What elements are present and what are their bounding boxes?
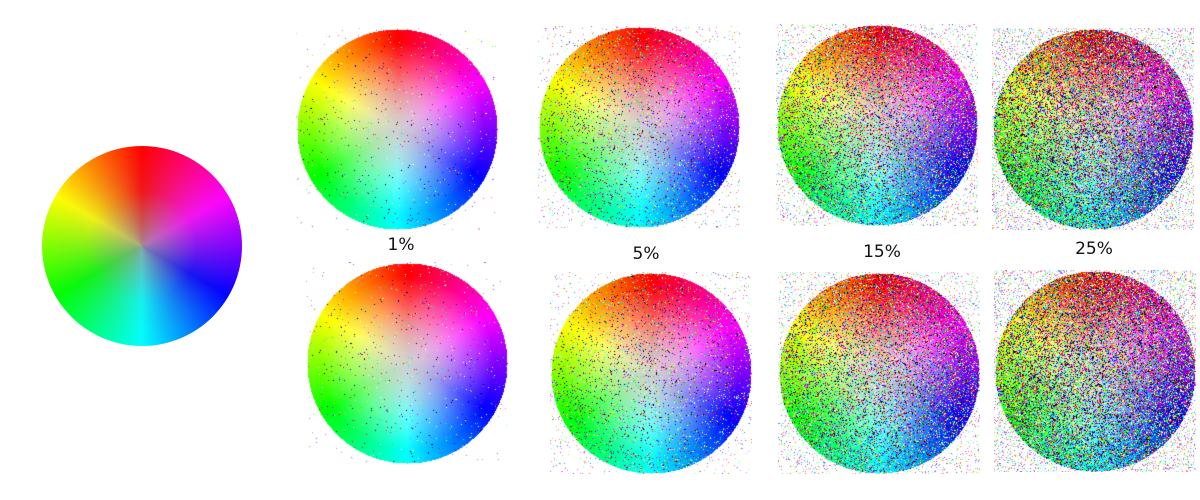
noise-label-5pct: 5% xyxy=(632,244,660,264)
noisy-wheel-canvas xyxy=(296,28,498,230)
noisy-wheel-15pct-bottom xyxy=(778,272,980,478)
noisy-wheel-1pct-bottom xyxy=(306,262,508,468)
noisy-wheel-canvas xyxy=(306,262,508,464)
noisy-wheel-canvas xyxy=(776,24,978,226)
noisy-wheel-canvas xyxy=(778,272,980,474)
noisy-wheel-15pct-top xyxy=(776,24,978,230)
noise-label-15pct: 15% xyxy=(863,242,901,262)
noisy-wheel-25pct-top xyxy=(992,28,1194,234)
noisy-wheel-canvas xyxy=(994,270,1196,472)
original-wheel-svg xyxy=(42,146,242,346)
noisy-wheel-canvas xyxy=(550,272,752,474)
noise-label-25pct: 25% xyxy=(1075,239,1113,259)
noisy-wheel-5pct-bottom xyxy=(550,272,752,478)
noise-label-1pct: 1% xyxy=(387,235,415,255)
noisy-wheel-25pct-bottom xyxy=(994,270,1196,476)
original-color-wheel xyxy=(42,146,242,346)
noisy-wheel-canvas xyxy=(538,26,740,228)
noisy-wheel-1pct-top xyxy=(296,28,498,234)
noisy-wheel-5pct-top xyxy=(538,26,740,232)
noisy-wheel-canvas xyxy=(992,28,1194,230)
